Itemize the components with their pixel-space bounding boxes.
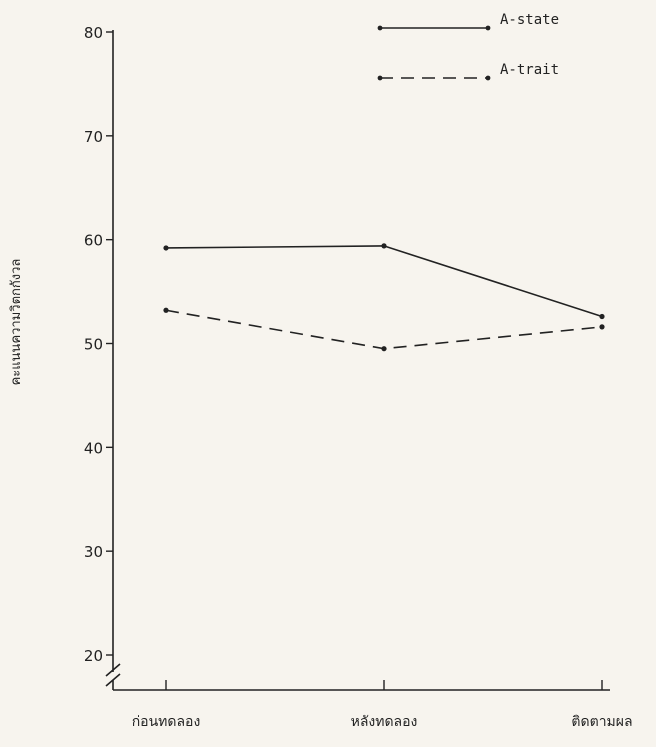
legend-dot bbox=[486, 76, 491, 81]
series bbox=[163, 243, 604, 351]
data-point bbox=[163, 308, 168, 313]
y-tick-label: 20 bbox=[84, 647, 103, 665]
axes bbox=[106, 30, 610, 690]
x-tick-label: หลังทดลอง bbox=[351, 714, 418, 730]
legend-label: A-state bbox=[500, 12, 559, 28]
y-axis-label: คะแนนความวิตกกังวล bbox=[9, 259, 24, 386]
y-tick-label: 70 bbox=[84, 128, 103, 146]
legend-dot bbox=[378, 76, 383, 81]
legend-dot bbox=[378, 26, 383, 31]
data-point bbox=[381, 243, 386, 248]
data-point bbox=[599, 314, 604, 319]
y-tick-label: 40 bbox=[84, 439, 103, 457]
legend: A-state A-trait bbox=[378, 12, 559, 80]
series-a-trait bbox=[163, 308, 604, 352]
y-ticks: 20 30 40 50 60 70 80 bbox=[84, 24, 113, 665]
x-tick-label: ติดตามผล bbox=[571, 714, 632, 730]
series-line bbox=[166, 246, 602, 317]
data-point bbox=[599, 324, 604, 329]
x-tick-label: ก่อนทดลอง bbox=[132, 714, 201, 730]
series-line bbox=[166, 310, 602, 348]
y-tick-label: 60 bbox=[84, 232, 103, 250]
x-ticks: ก่อนทดลอง หลังทดลอง ติดตามผล bbox=[132, 680, 633, 730]
series-a-state bbox=[163, 243, 604, 319]
data-point bbox=[381, 346, 386, 351]
legend-dot bbox=[486, 26, 491, 31]
data-point bbox=[163, 245, 168, 250]
y-tick-label: 30 bbox=[84, 543, 103, 561]
y-tick-label: 80 bbox=[84, 24, 103, 42]
legend-label: A-trait bbox=[500, 62, 559, 78]
y-tick-label: 50 bbox=[84, 336, 103, 354]
